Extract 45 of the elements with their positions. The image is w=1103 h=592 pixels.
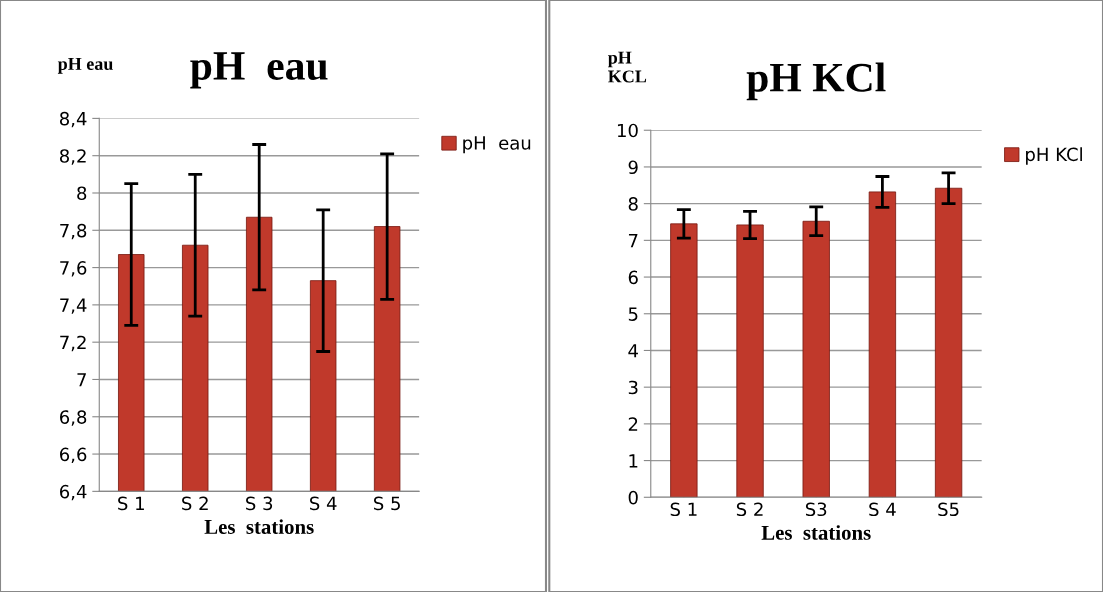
legend-label: pH KCl (1026, 147, 1082, 165)
x-tick-label: S 4 (869, 502, 896, 517)
x-tick-label: S3 (805, 502, 827, 517)
x-axis-title: Les stations (204, 519, 314, 534)
y-tick-label: 5 (628, 307, 638, 321)
bar (736, 224, 764, 498)
bar (868, 191, 897, 498)
y-tick-label: 2 (628, 417, 638, 431)
bar (802, 220, 830, 498)
y-axis-title: pH eau (57, 57, 113, 74)
x-tick-label: S 2 (736, 502, 763, 517)
x-tick-label: S5 (938, 502, 959, 517)
y-tick-label: 10 (617, 123, 638, 138)
y-tick-label: 7,8 (60, 223, 87, 240)
y-tick-label: 8,2 (59, 149, 86, 165)
y-tick-label: 7 (628, 234, 638, 248)
chart-title: pH KCl (746, 62, 886, 101)
y-tick-label: 3 (628, 380, 638, 395)
x-tick-label: S 3 (246, 496, 273, 511)
y-tick-label: 8,4 (59, 111, 87, 128)
y-tick-label: 7 (77, 373, 86, 387)
y-tick-label: 7,2 (60, 335, 86, 352)
y-tick-label: 7,6 (60, 261, 87, 277)
y-tick-label: 6 (628, 270, 638, 285)
x-axis-title: Les stations (761, 525, 871, 540)
y-tick-label: 6,4 (60, 484, 87, 501)
y-tick-label: 6,8 (60, 410, 87, 426)
y-tick-label: 0 (628, 490, 638, 505)
y-tick-label: 6,6 (60, 447, 87, 464)
y-tick-label: 7,4 (60, 298, 87, 314)
y-tick-label: 9 (628, 160, 638, 175)
x-tick-label: S 4 (310, 496, 337, 511)
y-tick-label: 8 (77, 186, 87, 201)
bar (670, 223, 698, 498)
bar (934, 187, 963, 498)
x-tick-label: S 5 (374, 496, 400, 511)
y-tick-label: 1 (629, 454, 638, 468)
x-tick-label: S 1 (118, 496, 144, 511)
y-tick-label: 8 (628, 197, 638, 211)
chart-title: pH eau (190, 52, 328, 89)
legend-label: pH eau (463, 136, 531, 154)
x-tick-label: S 2 (182, 496, 208, 511)
y-axis-title: pH KCL (607, 51, 647, 83)
y-tick-label: 4 (628, 344, 638, 358)
x-tick-label: S 1 (670, 502, 697, 517)
